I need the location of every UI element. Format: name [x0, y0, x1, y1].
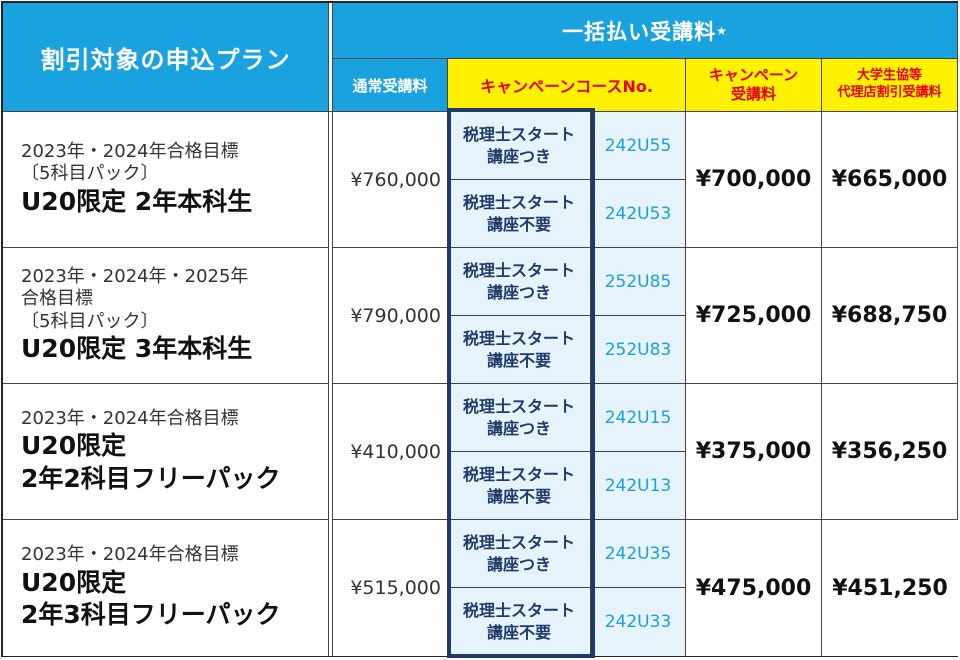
regular-fee: ¥515,000: [333, 520, 448, 656]
plan-cell: 2023年・2024年合格目標 〔5科目パック〕 U20限定 2年本科生: [3, 112, 329, 248]
campaign-fee: ¥725,000: [686, 248, 822, 384]
course-code: 242U15: [591, 384, 686, 452]
plan-title: U20限定: [21, 567, 127, 597]
plan-title: U20限定 3年本科生: [21, 334, 253, 363]
univ-fee: ¥665,000: [822, 112, 958, 248]
univ-fee: ¥688,750: [822, 248, 958, 384]
column-divider: [329, 520, 333, 656]
plan-line: 2023年・2024年合格目標: [21, 140, 239, 162]
option-label-line2: 講座不要: [486, 214, 551, 234]
option-label-line2: 講座つき: [486, 554, 551, 574]
column-divider: [329, 248, 333, 384]
lump-sum-header: 一括払い受講料 ★: [333, 3, 958, 59]
univ-fee-header-line1: 大学生協等: [856, 68, 922, 84]
course-code: 252U85: [591, 248, 686, 316]
campaign-course-header: キャンペーンコースNo.: [448, 59, 686, 112]
option-label-line1: 税理士スタート: [462, 532, 575, 552]
regular-fee-header: 通常受講料: [333, 59, 448, 112]
regular-fee: ¥790,000: [333, 248, 448, 384]
option-without-start-course: 税理士スタート 講座不要: [448, 180, 591, 248]
option-with-start-course: 税理士スタート 講座つき: [448, 520, 591, 588]
univ-fee-header: 大学生協等 代理店割引受講料: [822, 59, 958, 112]
plan-line: 〔5科目パック〕: [21, 163, 159, 185]
option-label-line1: 税理士スタート: [462, 124, 575, 144]
option-label-line2: 講座不要: [486, 350, 551, 370]
plan-title: 2年3科目フリーパック: [21, 600, 281, 630]
option-label-line1: 税理士スタート: [462, 260, 575, 280]
plan-line: 2023年・2024年・2025年: [21, 265, 249, 287]
campaign-fee-header-line2: 受講料: [730, 85, 776, 103]
regular-fee: ¥760,000: [333, 112, 448, 248]
star-icon: ★: [716, 23, 728, 38]
header-divider: [329, 3, 333, 112]
univ-fee-header-line2: 代理店割引受講料: [837, 85, 942, 100]
option-label-line2: 講座不要: [486, 486, 551, 506]
course-code: 252U83: [591, 316, 686, 384]
option-without-start-course: 税理士スタート 講座不要: [448, 452, 591, 520]
campaign-fee: ¥475,000: [686, 520, 822, 656]
plan-header: 割引対象の申込プラン: [3, 3, 329, 112]
option-with-start-course: 税理士スタート 講座つき: [448, 112, 591, 180]
plan-line: 2023年・2024年合格目標: [21, 407, 239, 429]
course-code: 242U53: [591, 180, 686, 248]
column-divider: [329, 112, 333, 248]
plan-line: 2023年・2024年合格目標: [21, 544, 239, 566]
lump-sum-title: 一括払い受講料: [562, 19, 717, 44]
regular-fee: ¥410,000: [333, 384, 448, 520]
option-label-line1: 税理士スタート: [462, 464, 575, 484]
course-code: 242U13: [591, 452, 686, 520]
campaign-fee: ¥700,000: [686, 112, 822, 248]
option-label-line1: 税理士スタート: [462, 396, 575, 416]
plan-title: U20限定: [21, 431, 127, 461]
plan-cell: 2023年・2024年合格目標 U20限定 2年3科目フリーパック: [3, 520, 329, 656]
column-divider: [329, 384, 333, 520]
plan-title: U20限定 2年本科生: [21, 186, 253, 216]
plan-line: 〔5科目パック〕: [21, 310, 159, 332]
campaign-fee-header: キャンペーン 受講料: [686, 59, 822, 112]
course-code: 242U33: [591, 588, 686, 656]
option-label-line2: 講座不要: [486, 623, 551, 642]
option-label-line1: 税理士スタート: [462, 328, 575, 348]
option-label-line1: 税理士スタート: [462, 192, 575, 212]
option-without-start-course: 税理士スタート 講座不要: [448, 316, 591, 384]
plan-cell: 2023年・2024年合格目標 U20限定 2年2科目フリーパック: [3, 384, 329, 520]
plan-title: 2年2科目フリーパック: [21, 463, 281, 493]
course-code: 242U35: [591, 520, 686, 588]
plan-line: 合格目標: [21, 288, 93, 309]
option-label-line2: 講座つき: [486, 146, 551, 166]
option-label-line1: 税理士スタート: [462, 601, 575, 621]
campaign-fee-header-line1: キャンペーン: [708, 66, 799, 85]
option-with-start-course: 税理士スタート 講座つき: [448, 384, 591, 452]
plan-cell: 2023年・2024年・2025年 合格目標 〔5科目パック〕 U20限定 3年…: [3, 248, 329, 384]
univ-fee: ¥356,250: [822, 384, 958, 520]
univ-fee: ¥451,250: [822, 520, 958, 656]
course-code: 242U55: [591, 112, 686, 180]
option-label-line2: 講座つき: [486, 282, 551, 302]
campaign-fee: ¥375,000: [686, 384, 822, 520]
option-with-start-course: 税理士スタート 講座つき: [448, 248, 591, 316]
option-label-line2: 講座つき: [486, 418, 551, 438]
option-without-start-course: 税理士スタート 講座不要: [448, 588, 591, 656]
